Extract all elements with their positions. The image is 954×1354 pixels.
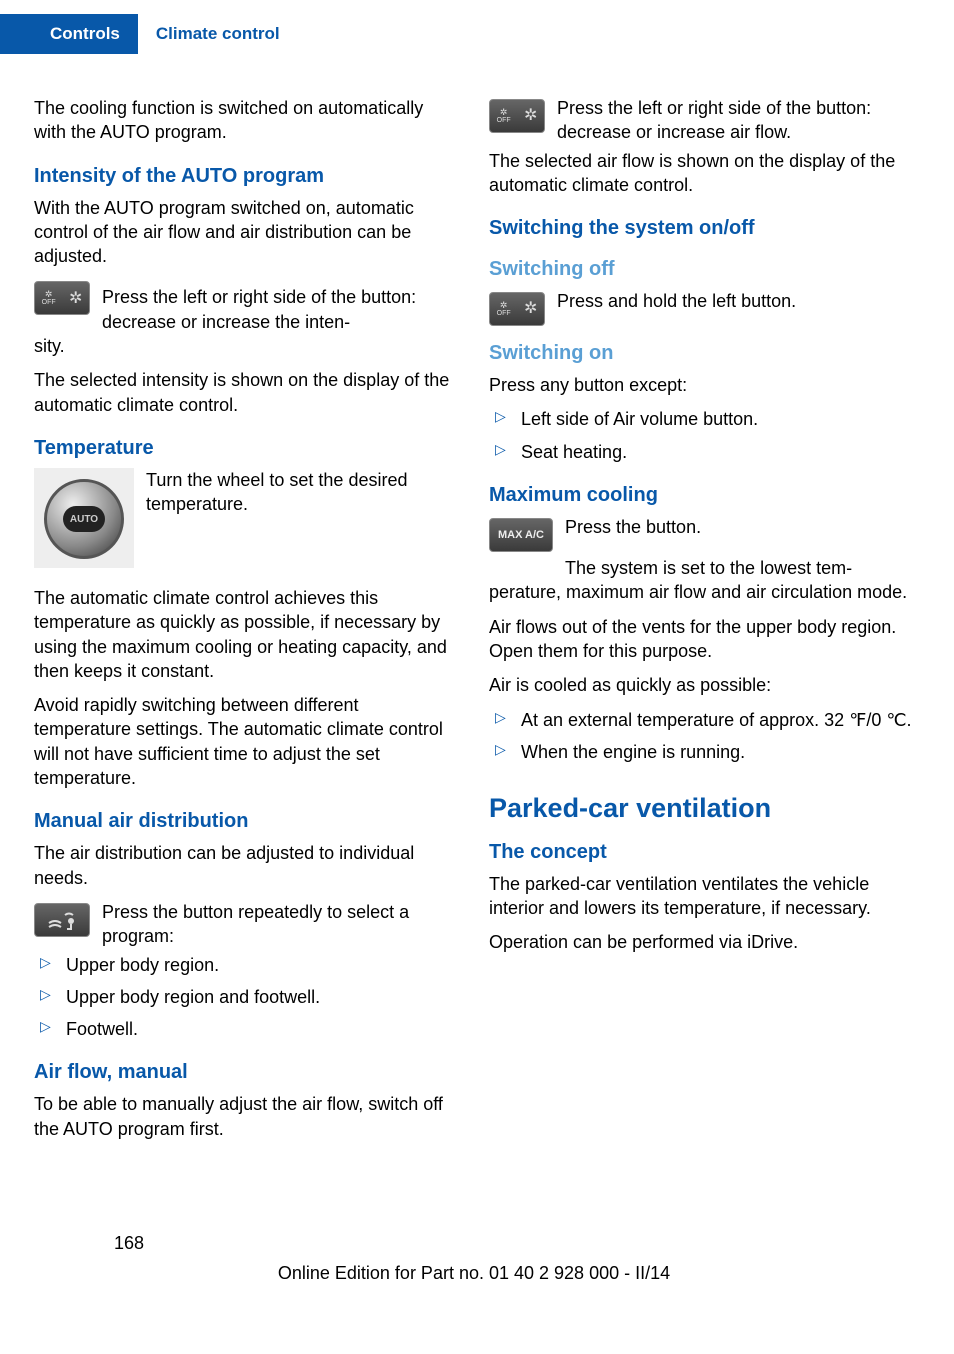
heading-concept: The concept bbox=[489, 839, 914, 866]
airflow-text: To be able to manually adjust the air fl… bbox=[34, 1092, 459, 1141]
temperature-dial-icon: AUTO bbox=[44, 479, 124, 559]
page-number: 168 bbox=[34, 1231, 914, 1255]
page-header: Controls Climate control bbox=[0, 14, 954, 54]
heading-parked-car: Parked-car ventilation bbox=[489, 790, 914, 826]
max-ac-button-icon: MAX A/C bbox=[489, 518, 553, 552]
manual-li-3: Footwell. bbox=[40, 1017, 459, 1041]
heading-max-cooling: Maximum cooling bbox=[489, 482, 914, 509]
intro-text: The cooling function is switched on auto… bbox=[34, 96, 459, 145]
heading-switch: Switching the system on/off bbox=[489, 215, 914, 242]
manual-dist-list: Upper body region. Upper body region and… bbox=[34, 953, 459, 1042]
fan-glyph-2: ✲ bbox=[524, 105, 537, 127]
switch-li-2: Seat heating. bbox=[495, 440, 914, 464]
switch-on-text: Press any button except: bbox=[489, 373, 914, 397]
vent-button-icon bbox=[34, 903, 90, 937]
off-label-2: OFF bbox=[497, 117, 511, 124]
header-tab-controls: Controls bbox=[32, 14, 138, 54]
manual-dist-button-row: Press the button repeatedly to select a … bbox=[34, 900, 459, 949]
intensity-text: With the AUTO program switched on, autom… bbox=[34, 196, 459, 269]
manual-dist-text: The air distribution can be adjusted to … bbox=[34, 841, 459, 890]
heading-airflow: Air flow, manual bbox=[34, 1059, 459, 1086]
temp-para-1: The automatic climate control achieves t… bbox=[34, 586, 459, 683]
manual-page: Controls Climate control The cooling fun… bbox=[0, 14, 954, 1306]
heading-manual-dist: Manual air distribution bbox=[34, 808, 459, 835]
off-label: OFF bbox=[42, 299, 56, 306]
temp-para-2: Avoid rapidly switching between differen… bbox=[34, 693, 459, 790]
page-footer: 168 Online Edition for Part no. 01 40 2 … bbox=[0, 1231, 954, 1306]
concept-para-1: The parked-car ventilation ventilates th… bbox=[489, 872, 914, 921]
off-label-3: OFF bbox=[497, 310, 511, 317]
max-list: At an external temperature of approx. 32… bbox=[489, 708, 914, 765]
intensity-btn-text-cont: sity. bbox=[34, 334, 459, 358]
fan-glyph: ✲ bbox=[69, 288, 82, 310]
max-para-2: Air flows out of the vents for the upper… bbox=[489, 615, 914, 664]
max-li-2: When the engine is running. bbox=[495, 740, 914, 764]
airflow-button-row: ✲ OFF ✲ Press the left or right side of … bbox=[489, 96, 914, 145]
heading-intensity: Intensity of the AUTO program bbox=[34, 163, 459, 190]
fan-button-icon: ✲ OFF ✲ bbox=[34, 281, 90, 315]
heading-temperature: Temperature bbox=[34, 435, 459, 462]
header-accent bbox=[0, 14, 32, 54]
heading-switch-off: Switching off bbox=[489, 256, 914, 283]
concept-para-2: Operation can be performed via iDrive. bbox=[489, 930, 914, 954]
fan-small-glyph: ✲ bbox=[45, 290, 53, 299]
temp-dial-text: Turn the wheel to set the desired temper… bbox=[146, 468, 459, 517]
content-columns: The cooling function is switched on auto… bbox=[0, 96, 954, 1151]
dial-label: AUTO bbox=[63, 506, 105, 532]
switch-li-1: Left side of Air volume button. bbox=[495, 407, 914, 431]
footer-edition-line: Online Edition for Part no. 01 40 2 928 … bbox=[34, 1261, 914, 1285]
fan-glyph-3: ✲ bbox=[524, 298, 537, 320]
max-para-3: Air is cooled as quickly as possible: bbox=[489, 673, 914, 697]
max-li-1: At an external temperature of approx. 32… bbox=[495, 708, 914, 732]
manual-li-2: Upper body region and footwell. bbox=[40, 985, 459, 1009]
fan-small-glyph-3: ✲ bbox=[500, 301, 508, 310]
intensity-btn-text-line: Press the left or right side of the butt… bbox=[102, 285, 459, 334]
right-column: ✲ OFF ✲ Press the left or right side of … bbox=[489, 96, 914, 1151]
fan-small-glyph-2: ✲ bbox=[500, 108, 508, 117]
left-column: The cooling function is switched on auto… bbox=[34, 96, 459, 1151]
fan-button-icon-2: ✲ OFF ✲ bbox=[489, 99, 545, 133]
switch-off-row: ✲ OFF ✲ Press and hold the left button. bbox=[489, 289, 914, 326]
switch-off-text: Press and hold the left button. bbox=[557, 289, 914, 313]
max-para-1-cont: perature, maximum air flow and air circu… bbox=[489, 580, 914, 604]
switch-on-list: Left side of Air volume button. Seat hea… bbox=[489, 407, 914, 464]
heading-switch-on: Switching on bbox=[489, 340, 914, 367]
airflow-shown-text: The selected air flow is shown on the di… bbox=[489, 149, 914, 198]
max-cooling-row: MAX A/C Press the button. bbox=[489, 515, 914, 552]
fan-button-icon-3: ✲ OFF ✲ bbox=[489, 292, 545, 326]
manual-btn-text: Press the button repeatedly to select a … bbox=[102, 900, 459, 949]
manual-li-1: Upper body region. bbox=[40, 953, 459, 977]
max-btn-text: Press the button. bbox=[565, 515, 914, 539]
temp-dial-row: AUTO Turn the wheel to set the desired t… bbox=[34, 468, 459, 568]
header-tab-climate: Climate control bbox=[138, 14, 298, 54]
airflow-btn-text: Press the left or right side of the butt… bbox=[557, 96, 914, 145]
max-para-1-partial: The system is set to the lowest tem- bbox=[489, 556, 914, 580]
intensity-shown-text: The selected intensity is shown on the d… bbox=[34, 368, 459, 417]
